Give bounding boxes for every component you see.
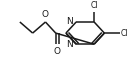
Text: O: O xyxy=(42,10,49,19)
Text: Cl: Cl xyxy=(90,1,98,10)
Text: O: O xyxy=(54,47,61,56)
Text: N: N xyxy=(66,17,73,26)
Text: Cl: Cl xyxy=(121,29,128,38)
Text: N: N xyxy=(66,40,73,49)
